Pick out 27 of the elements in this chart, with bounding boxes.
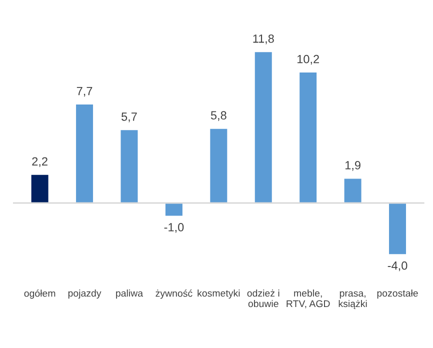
bar <box>344 178 362 203</box>
data-label: 10,2 <box>298 54 319 65</box>
x-tick-label: ogółem <box>24 290 56 299</box>
bar <box>165 202 182 216</box>
bar <box>254 52 272 203</box>
x-tick-label: pozostałe <box>377 290 418 299</box>
bar <box>389 202 406 254</box>
x-tick-label: meble, RTV, AGD <box>286 290 330 308</box>
data-label: 2,2 <box>32 157 48 167</box>
data-label: 7,7 <box>76 87 92 97</box>
x-tick-label: żywność <box>156 290 192 299</box>
data-label: 5,7 <box>122 112 137 122</box>
bar <box>210 128 228 203</box>
bar <box>31 174 48 203</box>
data-label: -1,0 <box>164 223 184 233</box>
x-tick-label: odzież i obuwie <box>247 290 280 308</box>
data-label: -4,0 <box>388 261 408 272</box>
x-tick-label: prasa, książki <box>338 291 367 310</box>
x-tick-label: paliwa <box>116 290 144 299</box>
data-label: 5,8 <box>210 111 226 121</box>
bar <box>120 130 138 203</box>
x-tick-label: kosmetyki <box>198 290 240 299</box>
bar <box>76 104 94 203</box>
x-tick-label: pojazdy <box>68 290 102 299</box>
bar <box>300 72 317 203</box>
data-label: 1,9 <box>345 161 360 171</box>
data-label: 11,8 <box>253 34 274 44</box>
